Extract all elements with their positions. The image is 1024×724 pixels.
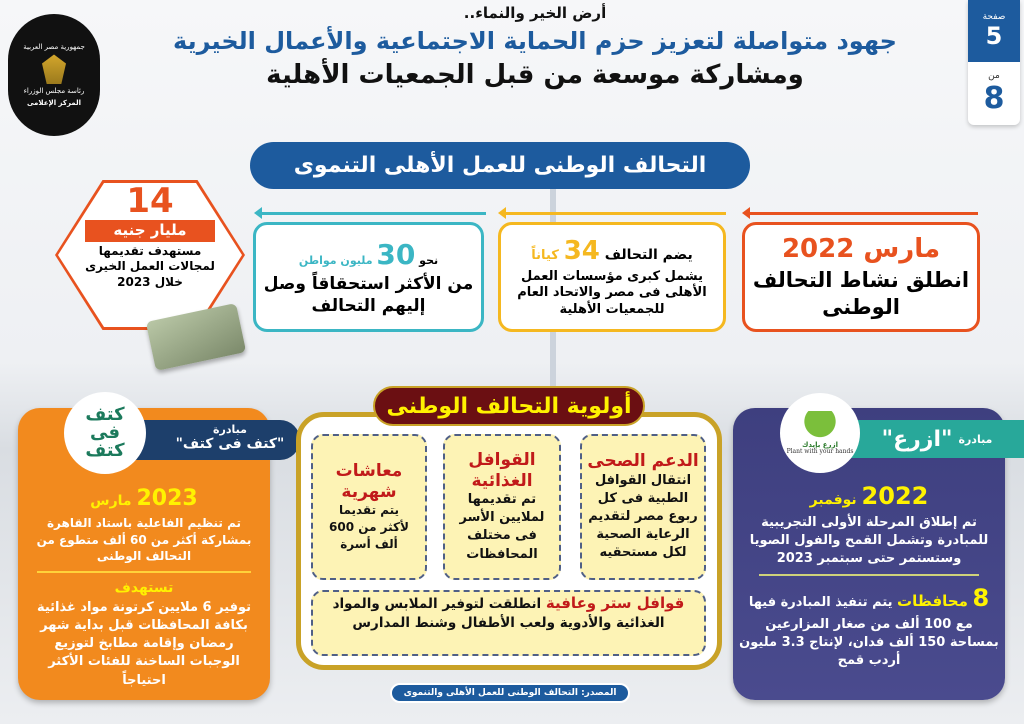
priority-text: تم تقديمها لملايين الأسر فى مختلف المحاف… [459,492,545,562]
left-initiative-header: مبادرة "كتف فى كتف" [120,420,300,460]
left-text2: توفير 6 ملايين كرتونة مواد غذائية بكافة … [36,599,252,688]
members-number: 34 [563,235,600,266]
logo-top-text: جمهورية مصر العربية [23,43,85,52]
source-label: المصدر: التحالف الوطنى للعمل الأهلى والت… [390,683,630,703]
launch-date: مارس 2022 [781,233,941,264]
budget-text2: لمجالات العمل الخيرى [85,259,215,274]
timeline-arrow [498,207,726,219]
right-text1: تم إطلاق المرحلة الأولى التجريبية للمباد… [749,514,989,566]
timeline-card-reach: نحو 30 مليون مواطن من الأكثر استحقاقاً و… [253,222,484,332]
right-text2: يتم تنفيذ المبادرة فيها مع 100 ألف من صغ… [739,595,999,669]
reach-number: 30 [376,237,416,271]
members-unit: كياناً [531,247,559,263]
page-label: صفحة [982,12,1006,22]
members-prefix: يضم التحالف [604,246,693,263]
budget-number: 14 [126,181,174,221]
priority-wide-text: انطلقت لتوفير الملابس والمواد الغذائية و… [332,596,665,631]
reach-unit: مليون مواطن [298,253,373,267]
priority-box-pensions: معاشات شهرية يتم تقديما لأكثر من 600 ألف… [311,434,427,580]
of-label: من [988,71,1000,81]
title-line1: جهود متواصلة لتعزيز حزم الحماية الاجتماع… [173,26,897,55]
right-name: "ازرع" [881,426,953,452]
left-name: "كتف فى كتف" [175,436,285,452]
priority-title: القوافل الغذائية [468,450,536,491]
divider [759,574,979,577]
timeline-card-members: يضم التحالف 34 كياناً يشمل كبرى مؤسسات ا… [498,222,726,332]
right-label: مبادرة [958,432,993,446]
timeline-card-launch: مارس 2022 انطلق نشاط التحالف الوطنى [742,222,980,332]
total-pages: 8 [983,81,1005,116]
priorities-title: أولوية التحالف الوطنى [373,386,645,426]
reach-prefix: نحو [419,253,439,267]
budget-text3: خلال 2023 [117,275,183,290]
priority-text: انتقال القوافل الطبية فى كل ربوع مصر لتق… [588,472,698,561]
plant-logo-caption: Plant with your hands [786,447,854,455]
timeline-arrow [742,207,978,219]
eagle-emblem-icon [42,54,66,85]
priority-text: يتم تقديما لأكثر من 600 ألف أسرة [329,503,409,551]
right-date-month: نوفمبر [809,492,857,508]
reach-text: من الأكثر استحقاقاً وصل إليهم التحالف [263,274,474,317]
page-number: 5 [985,22,1003,50]
logo-middle-text: رئاسة مجلس الوزراء [23,87,85,96]
budget-content: 14 مليار جنيه مستهدف تقديمها لمجالات الع… [58,183,242,327]
shoulder-logo: كتف فى كتف [64,392,146,474]
logo-bottom-text: المركز الإعلامى [26,98,82,107]
budget-text1: مستهدف تقديمها [98,243,202,258]
cabinet-logo: جمهورية مصر العربية رئاسة مجلس الوزراء ا… [8,14,100,136]
right-count-label: محافظات [897,592,968,611]
priority-title: الدعم الصحى [587,451,699,472]
left-label: مبادرة [213,423,247,436]
timeline-arrow [254,207,486,219]
left-date-year: 2023 [136,486,198,511]
left-text1: تم تنظيم الفاعلية باستاد القاهرة بمشاركة… [36,515,252,564]
priority-box-health: الدعم الصحى انتقال القوافل الطبية فى كل … [580,434,706,580]
plant-logo: ازرع بإيدك Plant with your hands [780,393,860,473]
priority-wide-title: قوافل ستر وعافية [545,594,685,612]
priority-box-food: القوافل الغذائية تم تقديمها لملايين الأس… [443,434,561,580]
priority-title: معاشات شهرية [335,461,403,502]
left-date-month: مارس [90,493,132,509]
title-line2: ومشاركة موسعة من قبل الجمعيات الأهلية [266,59,804,90]
page-badge: صفحة 5 من 8 [968,0,1020,125]
header: أرض الخير والنماء.. جهود متواصلة لتعزيز … [110,4,960,92]
shoulder-logo-text: كتف فى كتف [85,404,125,461]
priority-box-caravans: قوافل ستر وعافية انطلقت لتوفير الملابس و… [311,590,706,656]
right-date-year: 2022 [861,482,929,510]
alliance-banner: التحالف الوطنى للعمل الأهلى التنموى [250,142,750,189]
budget-unit: مليار جنيه [85,220,215,242]
divider [37,571,251,574]
right-count: 8 [972,584,990,613]
members-text: يشمل كبرى مؤسسات العمل الأهلى فى مصر وال… [517,268,707,318]
kicker: أرض الخير والنماء.. [463,4,607,22]
launch-text: انطلق نشاط التحالف الوطنى [752,267,970,319]
plant-logo-text: ازرع بإيدك [801,440,839,449]
tree-icon [800,410,840,441]
left-target-label: تستهدف [114,580,174,597]
